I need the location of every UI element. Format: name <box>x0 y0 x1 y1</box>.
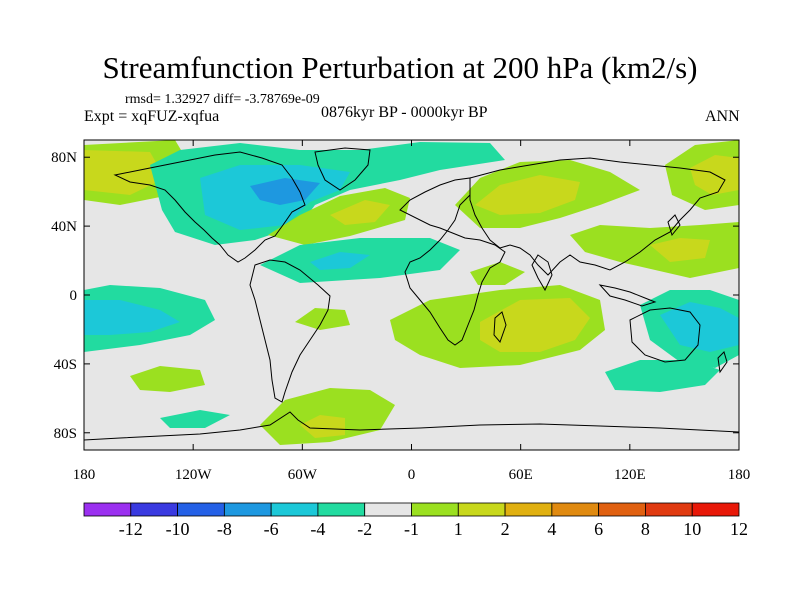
x-tick-label: 120E <box>614 467 646 483</box>
coastline-new-zealand <box>717 351 728 374</box>
colorbar-label: 10 <box>683 519 701 539</box>
x-tick-label: 180 <box>73 467 96 483</box>
x-tick-label: 180 <box>728 467 751 483</box>
colorbar-label: -4 <box>310 519 325 539</box>
x-tick-label: 0 <box>408 467 416 483</box>
anomaly-contour <box>330 200 390 225</box>
colorbar-swatch <box>83 502 132 517</box>
colorbar-label: -12 <box>119 519 143 539</box>
colorbar-label: -6 <box>264 519 279 539</box>
coastline-madagascar <box>493 311 507 343</box>
anomaly-contour <box>300 415 345 438</box>
y-tick-label: 80N <box>51 150 77 166</box>
colorbar-label: -1 <box>404 519 419 539</box>
coastline-greenland <box>314 147 371 191</box>
colorbar-swatch <box>364 502 412 517</box>
colorbar-swatch <box>691 502 740 517</box>
period-label: 0876kyr BP - 0000kyr BP <box>321 104 488 121</box>
coastline-indonesia <box>598 284 657 307</box>
colorbar-swatch <box>223 502 272 517</box>
anomaly-contour <box>570 222 739 278</box>
y-tick-label: 40S <box>54 357 77 373</box>
colorbar-label: 8 <box>641 519 650 539</box>
rmsd-diff-stats: rmsd= 1.32927 diff= -3.78769e-09 <box>125 92 320 107</box>
colorbar-label: -2 <box>357 519 372 539</box>
colorbar-swatch <box>411 502 459 517</box>
colorbar-swatch <box>457 502 506 517</box>
anomaly-contour <box>295 308 350 330</box>
colorbar-label: 4 <box>547 519 556 539</box>
colorbar-swatch <box>130 502 178 517</box>
anomaly-contour <box>605 360 720 392</box>
season-label: ANN <box>705 108 740 125</box>
colorbar: -12 -10 -8 -6 -4 -2 -1 1 2 4 6 8 10 12 <box>83 502 748 539</box>
anomaly-contour <box>84 300 180 335</box>
colorbar-swatch <box>504 502 553 517</box>
map-axes: 180 120W 60W 0 60E 120E 180 80N 40N 0 40S 80S <box>51 140 750 483</box>
x-tick-label: 60W <box>288 467 318 483</box>
coastlines <box>84 147 739 441</box>
y-tick-label: 0 <box>70 288 78 304</box>
colorbar-label: 6 <box>594 519 603 539</box>
anomaly-contour <box>475 175 580 215</box>
anomaly-contour <box>160 410 230 428</box>
x-tick-label: 120W <box>175 467 213 483</box>
y-tick-label: 80S <box>54 426 77 442</box>
colorbar-label: 1 <box>454 519 463 539</box>
coastline-asia <box>469 157 726 276</box>
colorbar-swatch <box>317 502 366 517</box>
anomaly-contour <box>310 252 370 270</box>
anomaly-contour <box>130 366 205 392</box>
coastline-antarctica <box>84 411 739 441</box>
anomaly-contour <box>650 238 710 262</box>
colorbar-label: 12 <box>730 519 748 539</box>
colorbar-label: -8 <box>217 519 232 539</box>
anomaly-contour <box>690 155 739 195</box>
colorbar-swatch <box>598 502 646 517</box>
y-tick-label: 40N <box>51 219 77 235</box>
colorbar-swatch <box>645 502 693 517</box>
colorbar-swatch <box>270 502 319 517</box>
colorbar-label: 2 <box>501 519 510 539</box>
anomaly-contour <box>480 298 590 352</box>
colorbar-swatch <box>551 502 600 517</box>
x-tick-label: 60E <box>509 467 533 483</box>
coastline-australia <box>629 307 701 363</box>
colorbar-swatch <box>177 502 225 517</box>
map-title: Streamfunction Perturbation at 200 hPa (… <box>102 50 698 85</box>
anomaly-fields <box>84 140 739 445</box>
coastline-india <box>531 254 553 292</box>
experiment-label: Expt = xqFUZ-xqfua <box>84 108 220 125</box>
coastline-japan <box>667 214 681 237</box>
colorbar-label: -10 <box>166 519 190 539</box>
coastline-south-america <box>249 259 331 403</box>
coastline-north-america <box>113 151 306 263</box>
